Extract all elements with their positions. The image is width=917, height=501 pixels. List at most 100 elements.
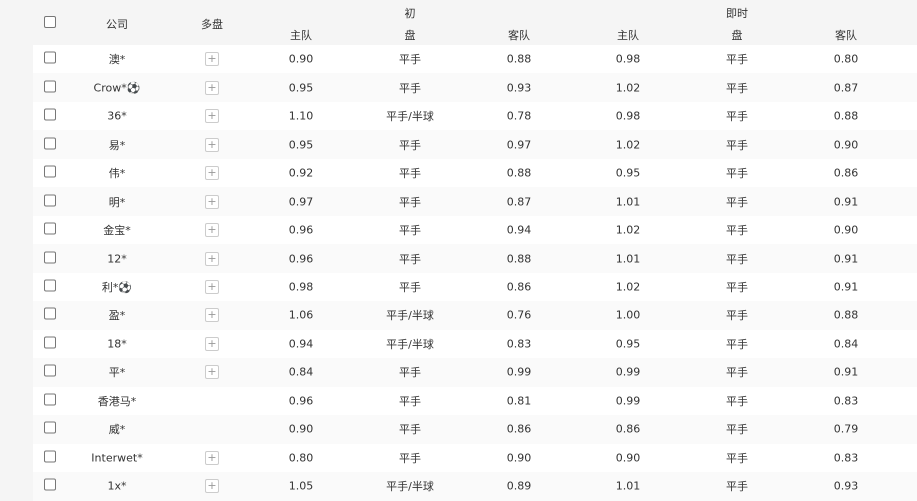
cell-i-away: 0.76 <box>506 308 532 322</box>
expand-plus-icon[interactable]: + <box>205 279 219 294</box>
cell-i-away: 0.99 <box>506 365 532 379</box>
table-row: + 明* 0.97 平手 0.87 1.01 平手 0.91 <box>33 187 917 216</box>
row-checkbox[interactable] <box>44 165 56 181</box>
cell-l-pan: 平手 <box>726 138 748 152</box>
cell-l-away: 0.80 <box>833 52 859 66</box>
cell-i-pan: 平手 <box>399 366 421 380</box>
expand-plus-icon[interactable]: + <box>205 223 219 238</box>
cell-i-away: 0.93 <box>506 81 532 95</box>
expand-plus-icon[interactable]: + <box>205 166 219 181</box>
cell-i-away: 0.97 <box>506 138 532 152</box>
cell-l-home: 1.01 <box>615 252 641 266</box>
row-checkbox[interactable] <box>44 478 56 494</box>
table-row: +36* 1.10 平手/半球 0.78 0.98 平手 0.88 <box>33 101 917 131</box>
cell-l-pan: 平手 <box>726 110 748 124</box>
expand-plus-icon[interactable]: + <box>205 52 219 67</box>
cell-i-pan: 平手 <box>399 195 421 209</box>
cell-i-away: 0.88 <box>506 52 532 66</box>
cell-l-home: 0.99 <box>615 365 641 379</box>
cell-i-home: 0.97 <box>288 195 314 209</box>
cell-i-home: 0.96 <box>288 394 314 408</box>
cell-l-home: 1.00 <box>615 308 641 322</box>
col-live: 即时 <box>726 7 748 20</box>
row-checkbox[interactable] <box>44 421 56 437</box>
row-checkbox[interactable] <box>44 137 56 152</box>
cell-l-pan: 平手 <box>726 480 748 494</box>
cell-l-home: 1.02 <box>615 223 641 237</box>
row-checkbox[interactable] <box>44 279 56 294</box>
cell-l-away: 0.83 <box>833 394 859 408</box>
cell-company: 伟* <box>108 167 126 181</box>
table-row: +12* 0.96 平手 0.88 1.01 平手 0.91 <box>33 244 917 273</box>
col-live-away: 客队 <box>835 29 857 42</box>
row-checkbox[interactable] <box>44 222 56 238</box>
cell-i-pan: 平手 <box>399 167 421 181</box>
cell-company: 利*⚽ <box>101 280 133 294</box>
expand-plus-icon[interactable]: + <box>205 109 219 124</box>
cell-l-away: 0.91 <box>833 280 859 294</box>
table-row: + 澳* 0.90 平手 0.88 0.98 平手 0.80 <box>33 45 917 74</box>
row-checkbox[interactable] <box>44 251 56 266</box>
cell-i-pan: 平手 <box>399 451 421 465</box>
cell-i-pan: 平手 <box>399 280 421 294</box>
table-row: + 伟* 0.92 平手 0.88 0.95 平手 0.86 <box>33 158 917 188</box>
cell-l-home: 1.02 <box>615 280 641 294</box>
row-checkbox[interactable] <box>44 450 56 465</box>
row-checkbox[interactable] <box>44 307 56 323</box>
row-checkbox[interactable] <box>44 393 56 408</box>
cell-i-home: 0.96 <box>288 223 314 237</box>
cell-i-home: 0.95 <box>288 138 314 152</box>
cell-l-home: 1.02 <box>615 138 641 152</box>
expand-plus-icon[interactable]: + <box>205 80 219 95</box>
select-all-checkbox[interactable] <box>44 16 56 31</box>
expand-plus-icon[interactable]: + <box>205 251 219 266</box>
cell-i-home: 0.80 <box>288 451 314 465</box>
expand-plus-icon[interactable]: + <box>205 450 219 465</box>
odds-table: 公司 多盘 初 即时 主队 盘 客队 主队 盘 客队 + 澳* 0.90 平手 0.88… <box>33 0 917 501</box>
col-initial: 初 <box>404 7 416 20</box>
cell-i-pan: 平手/半球 <box>386 480 434 494</box>
table-row: 香港马* 0.96 平手 0.81 0.99 平手 0.83 <box>33 386 917 416</box>
cell-i-away: 0.90 <box>506 451 532 465</box>
cell-company: 36* <box>107 109 127 123</box>
cell-i-home: 0.90 <box>288 422 314 436</box>
table-row: + Crow*⚽ 0.95 平手 0.93 1.02 平手 0.87 <box>33 73 917 102</box>
cell-l-away: 0.86 <box>833 166 859 180</box>
cell-l-home: 1.01 <box>615 479 641 493</box>
cell-i-pan: 平手 <box>399 423 421 437</box>
cell-i-home: 0.96 <box>288 252 314 266</box>
cell-company: 威* <box>108 423 126 437</box>
cell-i-home: 0.90 <box>288 52 314 66</box>
cell-l-pan: 平手 <box>726 195 748 209</box>
cell-i-pan: 平手/半球 <box>386 309 434 323</box>
cell-company: 18* <box>107 337 127 351</box>
expand-plus-icon[interactable]: + <box>205 308 219 323</box>
row-checkbox[interactable] <box>44 51 56 67</box>
cell-i-away: 0.87 <box>506 195 532 209</box>
expand-plus-icon[interactable]: + <box>205 194 219 209</box>
cell-l-away: 0.91 <box>833 365 859 379</box>
cell-i-home: 1.06 <box>288 308 314 322</box>
expand-plus-icon[interactable]: + <box>205 336 219 351</box>
cell-i-pan: 平手 <box>399 224 421 238</box>
row-checkbox[interactable] <box>44 80 56 95</box>
cell-l-pan: 平手 <box>726 167 748 181</box>
row-checkbox[interactable] <box>44 194 56 209</box>
cell-company: 盈* <box>108 309 126 323</box>
expand-plus-icon[interactable]: + <box>205 365 219 380</box>
expand-plus-icon[interactable]: + <box>205 479 219 494</box>
row-checkbox[interactable] <box>44 108 56 124</box>
cell-i-pan: 平手 <box>399 81 421 95</box>
cell-i-home: 0.98 <box>288 280 314 294</box>
cell-i-home: 0.94 <box>288 337 314 351</box>
cell-l-home: 1.01 <box>615 195 641 209</box>
cell-l-pan: 平手 <box>726 337 748 351</box>
expand-plus-icon[interactable]: + <box>205 137 219 152</box>
cell-i-away: 0.81 <box>506 394 532 408</box>
cell-i-home: 0.92 <box>288 166 314 180</box>
row-checkbox[interactable] <box>44 364 56 380</box>
cell-company: 易* <box>108 138 126 152</box>
cell-i-pan: 平手/半球 <box>386 110 434 124</box>
cell-l-home: 0.90 <box>615 451 641 465</box>
row-checkbox[interactable] <box>44 336 56 351</box>
